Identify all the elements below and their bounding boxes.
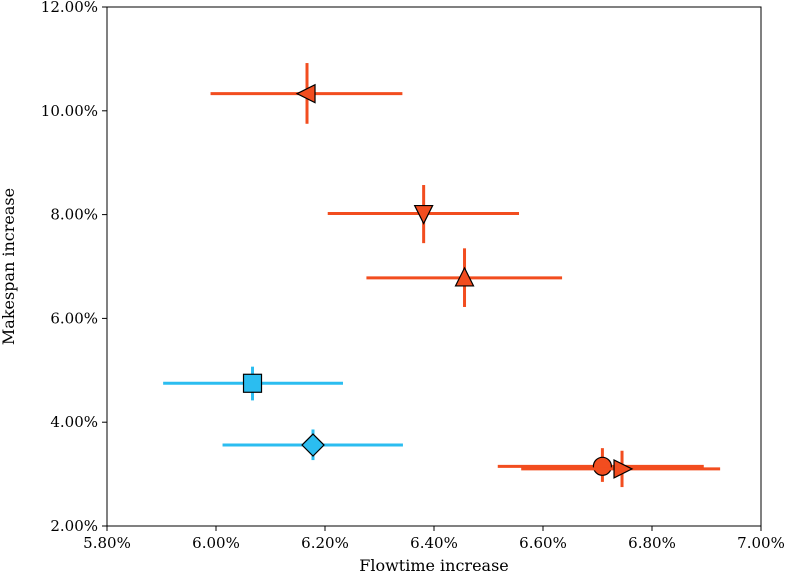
circle-marker bbox=[592, 456, 613, 476]
data-point-triangle-up bbox=[366, 248, 563, 307]
y-axis-ticks: 2.00% 4.00% 6.00% 8.00% 10.00% 12.00% bbox=[41, 0, 107, 535]
y-tick-label: 10.00% bbox=[41, 102, 98, 120]
data-layer bbox=[163, 63, 721, 488]
plot-frame bbox=[106, 6, 762, 527]
triangle-left-marker bbox=[295, 83, 316, 104]
data-point-triangle-right bbox=[521, 450, 721, 488]
y-tick-label: 2.00% bbox=[50, 517, 98, 535]
x-tick-label: 6.80% bbox=[628, 534, 676, 552]
square-marker bbox=[242, 373, 263, 393]
y-tick-label: 8.00% bbox=[50, 206, 98, 224]
triangle-up-marker bbox=[454, 266, 475, 287]
x-tick-label: 6.00% bbox=[192, 534, 240, 552]
triangle-down-marker bbox=[413, 204, 434, 225]
x-axis-label: Flowtime increase bbox=[359, 556, 509, 575]
triangle-right-marker bbox=[613, 458, 634, 479]
data-point-diamond bbox=[222, 429, 403, 461]
data-point-square bbox=[163, 366, 343, 401]
y-tick-label: 12.00% bbox=[41, 0, 98, 16]
y-tick-label: 6.00% bbox=[50, 309, 98, 327]
data-point-circle bbox=[497, 448, 704, 482]
x-tick-label: 6.20% bbox=[301, 534, 349, 552]
data-point-triangle-down bbox=[327, 185, 520, 244]
x-tick-label: 6.60% bbox=[519, 534, 567, 552]
y-axis-label: Makespan increase bbox=[0, 188, 18, 345]
x-tick-label: 5.80% bbox=[83, 534, 131, 552]
x-axis-ticks: 5.80% 6.00% 6.20% 6.40% 6.60% 6.80% 7.00% bbox=[83, 526, 785, 552]
y-tick-label: 4.00% bbox=[50, 413, 98, 431]
data-point-triangle-left bbox=[210, 63, 403, 124]
x-tick-label: 6.40% bbox=[410, 534, 458, 552]
x-tick-label: 7.00% bbox=[737, 534, 785, 552]
diamond-marker bbox=[301, 433, 325, 457]
